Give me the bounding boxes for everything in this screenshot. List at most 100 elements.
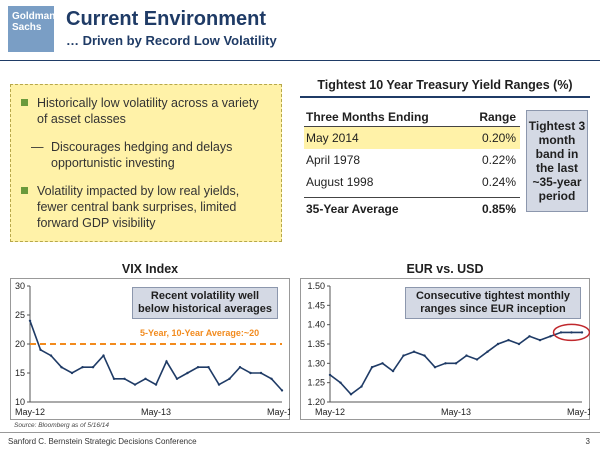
data-point — [391, 369, 395, 373]
bullet-text: Volatility impacted by low real yields, … — [37, 184, 240, 230]
data-point — [217, 383, 221, 386]
eur-chart-frame — [300, 278, 590, 420]
y-tick-label: 1.45 — [307, 300, 325, 310]
data-point — [207, 366, 210, 369]
vix-chart-title: VIX Index — [121, 262, 179, 276]
data-point — [570, 331, 573, 334]
bullet-box: Historically low volatility across a var… — [10, 84, 282, 242]
data-point — [123, 377, 126, 380]
goldman-sachs-logo: Goldman Sachs — [8, 6, 55, 52]
data-point — [249, 371, 252, 375]
cell-period: August 1998 — [306, 175, 374, 189]
x-tick-label: May-14 — [567, 407, 590, 417]
data-point — [559, 331, 563, 334]
data-point — [433, 366, 437, 369]
eur-note: Consecutive tightest monthly ranges sinc… — [405, 287, 581, 319]
cell-range: 0.22% — [481, 153, 516, 167]
data-point — [402, 354, 405, 357]
eur-chart: 1.20 1.25 1.30 1.35 1.40 1.45 1.50 May-12 May-13… — [307, 281, 590, 417]
y-tick-label: 20 — [15, 339, 25, 349]
square-bullet-icon — [21, 99, 28, 106]
data-point — [444, 362, 447, 365]
data-point — [39, 348, 42, 351]
y-tick-label: 1.50 — [307, 281, 325, 291]
y-tick-label: 10 — [15, 397, 25, 407]
y-tick-label: 25 — [15, 310, 25, 320]
y-tick-label: 15 — [15, 368, 25, 378]
data-point — [496, 342, 500, 346]
table-row: May 2014 0.20% — [304, 127, 520, 149]
data-point — [28, 319, 32, 322]
sub-bullet-text: Discourages hedging and delays opportuni… — [51, 140, 233, 170]
page-number: 3 — [585, 437, 590, 446]
data-point — [102, 354, 105, 357]
cell-period: May 2014 — [306, 131, 359, 145]
data-point — [259, 371, 263, 375]
bullet-item: Volatility impacted by low real yields, … — [21, 183, 271, 231]
eur-chart-title: EUR vs. USD — [406, 262, 484, 276]
data-point — [549, 335, 552, 338]
data-point — [339, 381, 342, 384]
square-bullet-icon — [21, 187, 28, 194]
x-tick-label: May-13 — [441, 407, 471, 417]
data-point — [81, 366, 84, 369]
cell-avg-label: 35-Year Average — [306, 202, 399, 216]
data-point — [154, 383, 158, 386]
y-tick-label: 1.35 — [307, 339, 325, 349]
callout-text: Tightest 3 month band in the last ~35-ye… — [528, 119, 586, 203]
cell-period: April 1978 — [306, 153, 361, 167]
table-average-row: 35-Year Average 0.85% — [304, 197, 520, 220]
x-tick-label: May-13 — [141, 407, 171, 417]
data-point — [370, 366, 374, 369]
cell-range: 0.24% — [481, 175, 516, 189]
y-tick-label: 1.40 — [307, 320, 325, 330]
vix-average-label: 5-Year, 10-Year Average:~20 — [140, 328, 260, 338]
vix-note: Recent volatility well below historical … — [132, 287, 278, 319]
data-point — [60, 366, 63, 369]
bullet-item: Historically low volatility across a var… — [21, 95, 271, 127]
source-note: Source: Bloomberg as of 5/16/14 — [14, 422, 110, 429]
col-header-period: Three Months Ending — [306, 110, 429, 124]
sub-bullet-item: — Discourages hedging and delays opportun… — [21, 139, 271, 171]
data-point — [112, 377, 116, 380]
x-tick-label: May-12 — [15, 407, 45, 417]
cell-avg-value: 0.85% — [481, 202, 516, 216]
vix-note-text: Recent volatility well below historical … — [138, 290, 272, 315]
data-point — [49, 354, 53, 357]
x-tick-label: May-12 — [315, 407, 345, 417]
data-point — [412, 350, 416, 353]
data-point — [270, 377, 273, 380]
page-subtitle: … Driven by Record Low Volatility — [66, 33, 277, 48]
data-point — [517, 342, 521, 346]
data-point — [328, 373, 332, 377]
highlight-circle — [552, 323, 590, 342]
data-point — [196, 366, 200, 369]
y-tick-label: 1.30 — [307, 358, 325, 368]
data-point — [133, 383, 137, 386]
cell-range: 0.20% — [481, 131, 516, 145]
y-tick-label: 1.20 — [307, 397, 325, 407]
data-point — [91, 366, 95, 369]
data-point — [580, 331, 584, 334]
data-point — [360, 385, 363, 388]
page-title: Current Environment — [66, 8, 267, 30]
data-point — [238, 366, 242, 369]
y-tick-label: 1.25 — [307, 378, 325, 388]
data-point — [165, 360, 168, 363]
data-point — [349, 393, 353, 396]
data-point — [423, 354, 426, 357]
header-divider — [0, 60, 600, 61]
table-callout: Tightest 3 month band in the last ~35-ye… — [526, 110, 588, 212]
data-point — [528, 335, 531, 338]
table-row: April 1978 0.22% — [304, 149, 520, 171]
data-point — [475, 358, 479, 361]
data-point — [486, 350, 489, 353]
data-point — [70, 371, 74, 375]
footer-text: Sanford C. Bernstein Strategic Decisions… — [8, 437, 197, 446]
data-point — [280, 389, 284, 392]
data-point — [175, 377, 179, 380]
yield-range-table: Three Months Ending Range May 2014 0.20%… — [304, 110, 520, 220]
data-point — [144, 377, 147, 380]
footer-divider — [0, 432, 600, 433]
y-tick-label: 30 — [15, 281, 25, 291]
